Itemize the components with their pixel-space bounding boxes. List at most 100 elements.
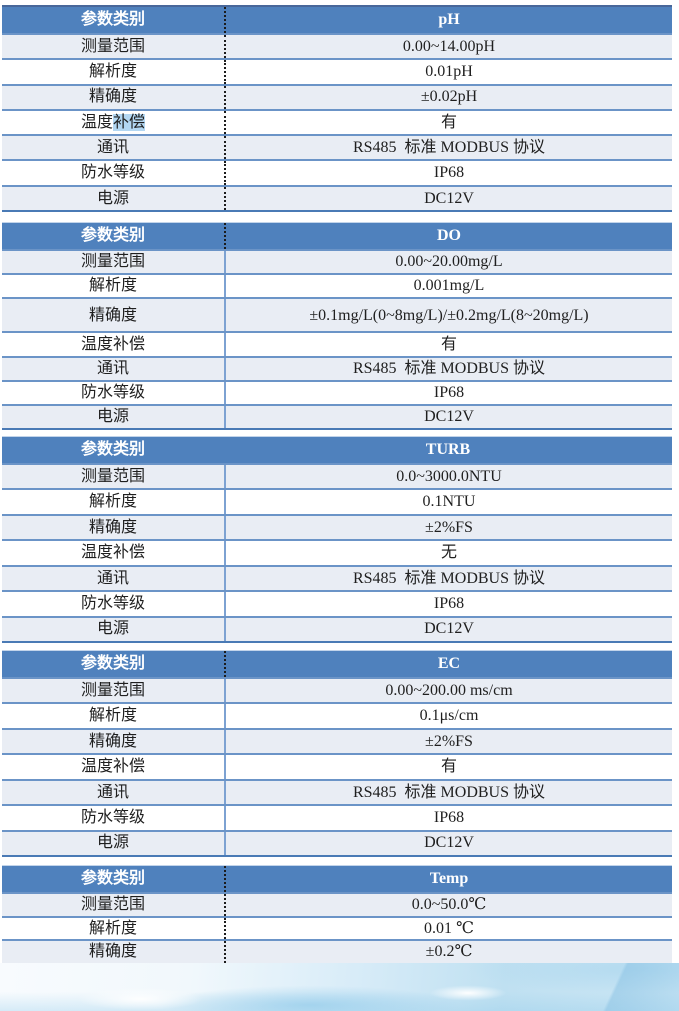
table-row: 解析度 0.1NTU <box>2 488 672 514</box>
param-value-cell: IP68 <box>433 809 465 827</box>
param-label-cell: 温度补偿 <box>2 110 226 135</box>
param-label-cell: 解析度 <box>2 490 226 514</box>
table-row: 通讯 RS485 标准 MODBUS 协议 <box>2 778 672 805</box>
param-label-cell: 精确度 <box>2 729 226 754</box>
param-label-cell: 精确度 <box>2 299 226 332</box>
param-label-cell: 温度补偿 <box>2 755 226 779</box>
param-value-cell: 0.00~20.00mg/L <box>395 253 503 271</box>
param-value-cell: 0.1μs/cm <box>419 707 479 725</box>
param-value-cell: ±0.1mg/L(0~8mg/L)/±0.2mg/L(8~20mg/L) <box>309 306 589 324</box>
param-value-cell: 有 <box>440 335 457 353</box>
table-row: 解析度 0.1μs/cm <box>2 702 672 728</box>
param-value-cell: 0.01pH <box>425 63 473 81</box>
parameter-name-header: EC <box>437 655 461 673</box>
param-label-cell: 测量范围 <box>2 894 226 916</box>
param-value-cell: ±0.02pH <box>420 88 478 106</box>
table-row: 测量范围 0.0~50.0℃ <box>2 892 672 916</box>
param-label-cell: 测量范围 <box>2 251 226 274</box>
table-row: 温度补偿 有 <box>2 108 672 135</box>
table-row: 电源 DC12V <box>2 829 672 855</box>
param-value-cell: 0.001mg/L <box>413 277 485 295</box>
param-label-cell: 电源 <box>2 617 226 641</box>
table-row: 温度补偿 有 <box>2 753 672 779</box>
highlighted-text: 补偿 <box>113 113 146 132</box>
parameter-name-header: DO <box>437 227 461 245</box>
param-value-cell: 0.0~50.0℃ <box>411 896 487 914</box>
param-label-cell: 解析度 <box>2 917 226 940</box>
table-row: 温度补偿 有 <box>2 331 672 356</box>
param-label-cell: 通讯 <box>2 136 226 160</box>
spec-table-temp: 参数类别 Temp 测量范围 0.0~50.0℃ 解析度 0.01 ℃ 精确度 … <box>2 865 672 965</box>
param-label-cell: 解析度 <box>2 704 226 728</box>
table-header-row: 参数类别 EC <box>2 651 672 677</box>
table-row: 防水等级 IP68 <box>2 159 672 185</box>
param-value-cell: IP68 <box>433 595 465 613</box>
param-label-cell: 温度补偿 <box>2 333 226 356</box>
param-label-cell: 防水等级 <box>2 161 226 185</box>
table-row: 精确度 ±0.02pH <box>2 83 672 109</box>
param-value-cell: DC12V <box>424 620 474 638</box>
table-row: 精确度 ±0.2℃ <box>2 939 672 964</box>
table-row: 电源 DC12V <box>2 184 672 210</box>
param-value-cell: 0.00~14.00pH <box>402 37 496 55</box>
table-row: 解析度 0.001mg/L <box>2 273 672 298</box>
table-row: 精确度 ±2%FS <box>2 727 672 754</box>
cloud-shape <box>549 963 679 1011</box>
spec-table-turb: 参数类别 TURB 测量范围 0.0~3000.0NTU 解析度 0.1NTU … <box>2 436 672 643</box>
param-value-cell: 0.0~3000.0NTU <box>396 467 502 485</box>
param-category-header: 参数类别 <box>2 651 226 677</box>
param-value-cell: 0.00~200.00 ms/cm <box>385 681 513 699</box>
param-label-cell: 精确度 <box>2 941 226 964</box>
table-row: 测量范围 0.0~3000.0NTU <box>2 463 672 489</box>
param-category-header: 参数类别 <box>2 7 226 33</box>
sky-footer-image <box>0 963 679 1011</box>
param-value-cell: RS485 标准 MODBUS 协议 <box>352 569 546 587</box>
param-label-cell: 电源 <box>2 831 226 855</box>
table-row: 精确度 ±2%FS <box>2 513 672 540</box>
param-label-cell: 测量范围 <box>2 35 226 59</box>
spec-table-do: 参数类别 DO 测量范围 0.00~20.00mg/L 解析度 0.001mg/… <box>2 222 672 430</box>
param-label-cell: 通讯 <box>2 566 226 591</box>
param-label-cell: 测量范围 <box>2 679 226 703</box>
param-label-cell: 电源 <box>2 186 226 210</box>
table-row: 温度补偿 无 <box>2 539 672 565</box>
table-header-row: 参数类别 pH <box>2 7 672 33</box>
table-row: 测量范围 0.00~14.00pH <box>2 33 672 59</box>
param-label-cell: 通讯 <box>2 357 226 380</box>
param-label-cell: 防水等级 <box>2 806 226 830</box>
param-value-cell: 无 <box>440 544 457 562</box>
table-row: 通讯 RS485 标准 MODBUS 协议 <box>2 564 672 591</box>
param-value-cell: 有 <box>440 113 457 131</box>
param-value-cell: ±2%FS <box>425 732 473 750</box>
parameter-name-header: Temp <box>429 870 469 888</box>
table-row: 电源 DC12V <box>2 615 672 641</box>
param-label-cell: 防水等级 <box>2 592 226 616</box>
param-label-cell: 电源 <box>2 405 226 428</box>
param-category-header: 参数类别 <box>2 866 226 892</box>
table-row: 通讯 RS485 标准 MODBUS 协议 <box>2 134 672 160</box>
table-row: 解析度 0.01 ℃ <box>2 915 672 940</box>
param-label-cell: 防水等级 <box>2 381 226 404</box>
param-label-text: 温度 <box>80 113 113 131</box>
table-row: 通讯 RS485 标准 MODBUS 协议 <box>2 355 672 380</box>
table-row: 解析度 0.01pH <box>2 58 672 84</box>
param-value-cell: 0.01 ℃ <box>424 919 474 937</box>
param-label-cell: 解析度 <box>2 275 226 298</box>
param-value-cell: 0.1NTU <box>422 493 476 511</box>
table-row: 电源 DC12V <box>2 403 672 428</box>
param-value-cell: DC12V <box>424 189 474 207</box>
table-row: 防水等级 IP68 <box>2 804 672 830</box>
param-value-cell: IP68 <box>433 383 465 401</box>
param-value-cell: RS485 标准 MODBUS 协议 <box>352 783 546 801</box>
table-row: 精确度 ±0.1mg/L(0~8mg/L)/±0.2mg/L(8~20mg/L) <box>2 297 672 332</box>
spec-table-ec: 参数类别 EC 测量范围 0.00~200.00 ms/cm 解析度 0.1μs… <box>2 650 672 857</box>
table-row: 防水等级 IP68 <box>2 590 672 616</box>
param-label-cell: 精确度 <box>2 85 226 109</box>
table-row: 测量范围 0.00~200.00 ms/cm <box>2 677 672 703</box>
param-value-cell: ±2%FS <box>425 518 473 536</box>
param-value-cell: IP68 <box>433 164 465 182</box>
param-category-header: 参数类别 <box>2 223 226 249</box>
param-label-cell: 通讯 <box>2 780 226 805</box>
table-row: 防水等级 IP68 <box>2 379 672 404</box>
